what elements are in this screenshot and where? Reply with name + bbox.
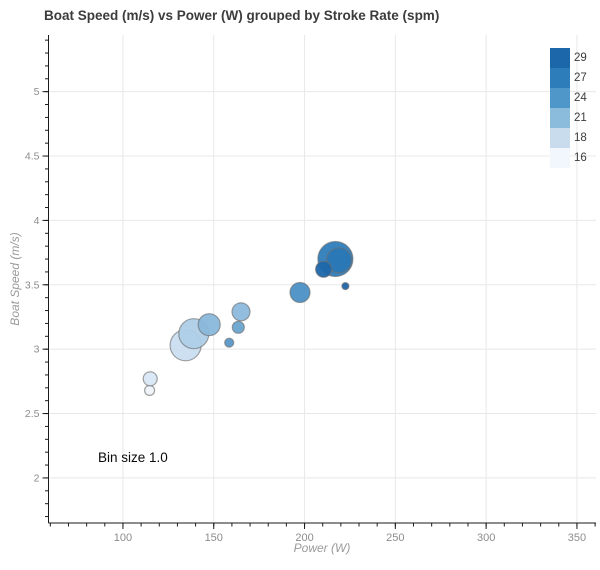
data-point-stroke-rate-27[interactable] (325, 247, 353, 274)
x-axis-title: Power (W) (293, 541, 351, 555)
data-point-stroke-rate-21[interactable] (231, 302, 251, 322)
data-point-stroke-rate-21[interactable] (197, 313, 221, 337)
legend-swatch-16[interactable] (550, 148, 570, 168)
y-tick-label: 3 (34, 344, 40, 356)
legend-label: 24 (574, 92, 587, 104)
data-point-stroke-rate-29[interactable] (315, 260, 333, 278)
legend-swatch-21[interactable] (550, 108, 570, 128)
x-tick-label: 100 (114, 532, 132, 544)
chart-title: Boat Speed (m/s) vs Power (W) grouped by… (44, 8, 440, 23)
legend-label: 16 (574, 152, 587, 164)
x-tick-label: 150 (205, 532, 223, 544)
y-tick-label: 5 (34, 86, 40, 98)
data-point-stroke-rate-24[interactable] (231, 320, 245, 334)
x-tick-label: 200 (295, 532, 313, 544)
x-tick-label: 250 (386, 532, 404, 544)
x-tick-label: 350 (568, 532, 586, 544)
legend-label: 29 (574, 52, 587, 64)
data-point-stroke-rate-16[interactable] (144, 384, 156, 396)
y-axis-title: Boat Speed (m/s) (8, 232, 22, 326)
legend-label: 27 (574, 72, 587, 84)
legend-label: 18 (574, 132, 587, 144)
legend-entry-24: 24 (550, 88, 600, 108)
data-point-stroke-rate-24[interactable] (224, 337, 235, 348)
legend-entry-21: 21 (550, 108, 600, 128)
legend-label: 21 (574, 112, 587, 124)
y-tick-label: 4.5 (25, 151, 40, 163)
data-point-stroke-rate-18[interactable] (142, 371, 158, 387)
y-tick-label: 3.5 (25, 279, 40, 291)
data-point-stroke-rate-24[interactable] (289, 281, 311, 304)
legend-entry-16: 16 (550, 148, 600, 168)
legend-swatch-29[interactable] (550, 48, 570, 68)
y-tick-label: 2.5 (25, 408, 40, 420)
legend-swatch-18[interactable] (550, 128, 570, 148)
data-point-stroke-rate-29[interactable] (341, 282, 350, 291)
legend-entry-18: 18 (550, 128, 600, 148)
legend-entry-27: 27 (550, 68, 600, 88)
y-tick-label: 2 (34, 472, 40, 484)
legend-swatch-24[interactable] (550, 88, 570, 108)
x-tick-label: 300 (477, 532, 495, 544)
legend-swatch-27[interactable] (550, 68, 570, 88)
y-tick-label: 4 (34, 215, 40, 227)
legend-color-scale: 29 27 24 21 18 16 (550, 48, 600, 168)
bin-size-annotation: Bin size 1.0 (98, 450, 168, 465)
legend-entry-29: 29 (550, 48, 600, 68)
